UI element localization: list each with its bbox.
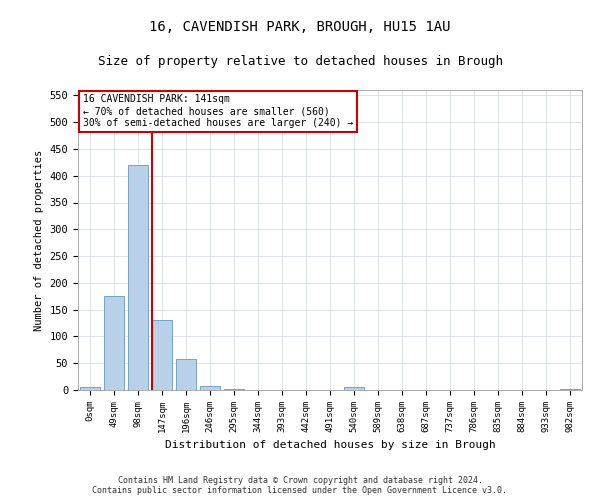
Text: Size of property relative to detached houses in Brough: Size of property relative to detached ho…: [97, 55, 503, 68]
Text: Contains HM Land Registry data © Crown copyright and database right 2024.
Contai: Contains HM Land Registry data © Crown c…: [92, 476, 508, 495]
Text: 16 CAVENDISH PARK: 141sqm
← 70% of detached houses are smaller (560)
30% of semi: 16 CAVENDISH PARK: 141sqm ← 70% of detac…: [83, 94, 353, 128]
X-axis label: Distribution of detached houses by size in Brough: Distribution of detached houses by size …: [164, 440, 496, 450]
Bar: [200, 386, 220, 390]
Bar: [80, 388, 100, 390]
Bar: [560, 389, 580, 390]
Bar: [176, 360, 196, 390]
Bar: [344, 388, 364, 390]
Bar: [128, 165, 148, 390]
Y-axis label: Number of detached properties: Number of detached properties: [34, 150, 44, 330]
Bar: [224, 389, 244, 390]
Text: 16, CAVENDISH PARK, BROUGH, HU15 1AU: 16, CAVENDISH PARK, BROUGH, HU15 1AU: [149, 20, 451, 34]
Bar: [152, 320, 172, 390]
Bar: [104, 296, 124, 390]
